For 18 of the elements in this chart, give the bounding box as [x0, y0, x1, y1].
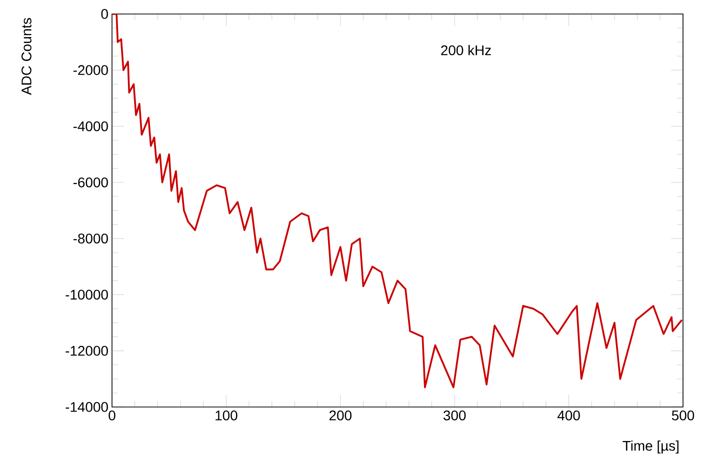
y-tick-label: -4000 — [73, 121, 108, 132]
line-series — [112, 14, 683, 388]
y-tick-label: -6000 — [73, 177, 108, 188]
x-axis-title: Time [µs] — [622, 440, 678, 454]
x-tick-label: 100 — [216, 410, 238, 420]
y-tick-label: -14000 — [66, 402, 108, 412]
x-tick-label: 400 — [557, 410, 580, 420]
annotation: 200 kHz — [441, 45, 491, 56]
x-tick-label: 0 — [108, 410, 116, 420]
y-tick-label: -12000 — [66, 346, 108, 356]
x-tick-label: 300 — [444, 410, 466, 420]
y-tick-label: 0 — [101, 9, 108, 19]
x-tick-label: 500 — [672, 410, 694, 420]
y-tick-label: -2000 — [73, 65, 108, 76]
y-axis-title: ADC Counts — [22, 18, 32, 95]
x-tick-label: 200 — [329, 410, 352, 420]
y-tick-label: -8000 — [73, 234, 108, 244]
y-tick-label: -10000 — [66, 290, 108, 300]
